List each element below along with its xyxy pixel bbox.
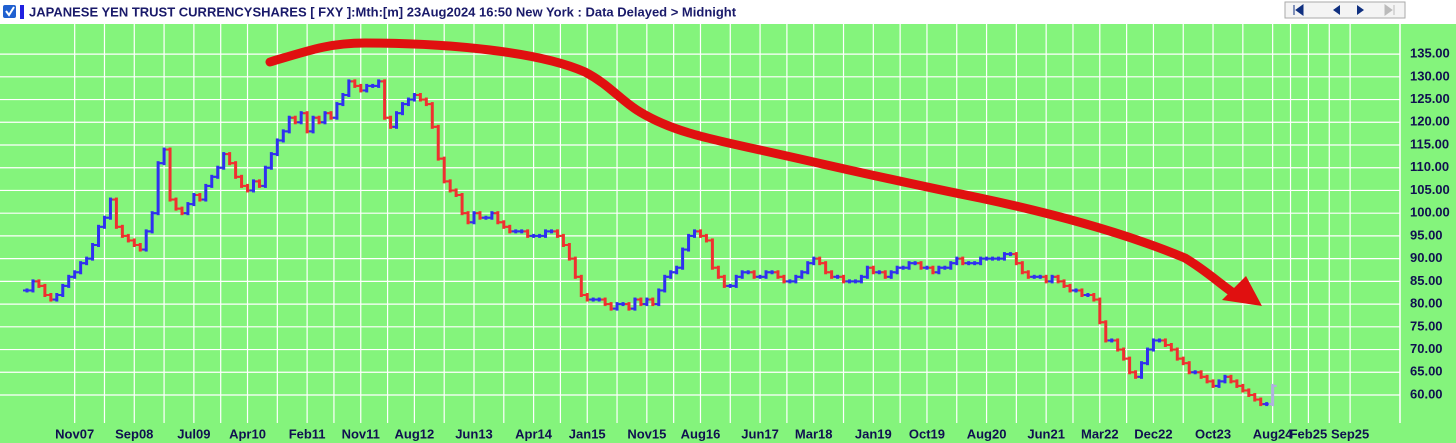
- price-bar: [1268, 383, 1277, 407]
- x-tick-label: Nov07: [55, 426, 94, 441]
- x-tick-label: Aug24: [1253, 426, 1294, 441]
- x-tick-label: Aug12: [395, 426, 435, 441]
- x-tick-label: Apr10: [229, 426, 266, 441]
- x-tick-label: Oct19: [909, 426, 945, 441]
- y-tick-label: 110.00: [1410, 159, 1449, 174]
- nav-buttons: [1284, 1, 1406, 19]
- y-tick-label: 85.00: [1410, 273, 1443, 288]
- title-bar: [0, 0, 1456, 24]
- x-tick-label: Jun21: [1027, 426, 1065, 441]
- x-tick-label: Sep08: [115, 426, 153, 441]
- x-tick-label: Oct23: [1195, 426, 1231, 441]
- y-tick-label: 130.00: [1410, 68, 1450, 83]
- grid: [0, 24, 1400, 423]
- y-tick-label: 135.00: [1410, 46, 1450, 61]
- x-tick-label: Jul09: [177, 426, 210, 441]
- x-tick-label: Mar18: [795, 426, 833, 441]
- y-tick-label: 125.00: [1410, 91, 1450, 106]
- y-tick-label: 70.00: [1410, 341, 1443, 356]
- y-tick-label: 120.00: [1410, 114, 1450, 129]
- y-tick-label: 65.00: [1410, 364, 1443, 379]
- series-swatch: [20, 5, 24, 19]
- x-tick-label: Apr14: [515, 426, 553, 441]
- chart-title: JAPANESE YEN TRUST CURRENCYSHARES [ FXY …: [29, 4, 737, 19]
- nav-prev[interactable]: [1333, 5, 1340, 15]
- y-tick-label: 105.00: [1410, 182, 1450, 197]
- bars: [23, 79, 1277, 407]
- y-tick-label: 90.00: [1410, 250, 1443, 265]
- x-tick-label: Dec22: [1134, 426, 1172, 441]
- y-tick-label: 95.00: [1410, 227, 1443, 242]
- y-tick-label: 115.00: [1410, 136, 1449, 151]
- nav-next[interactable]: [1357, 5, 1364, 15]
- x-tick-label: Mar22: [1081, 426, 1119, 441]
- check: [5, 6, 15, 17]
- nav-first[interactable]: [1293, 4, 1304, 16]
- x-tick-label: Jun13: [455, 426, 493, 441]
- x-tick-label: Nov15: [627, 426, 666, 441]
- x-tick-label: Jun17: [741, 426, 779, 441]
- nav-bar: [1284, 1, 1406, 19]
- y-tick-label: 60.00: [1410, 386, 1443, 401]
- x-tick-label: Aug20: [967, 426, 1007, 441]
- y-tick-label: 75.00: [1410, 318, 1443, 333]
- y-tick-label: 100.00: [1410, 205, 1450, 220]
- x-tick-label: Aug16: [681, 426, 721, 441]
- x-tick-label: Nov11: [342, 426, 380, 441]
- nav-last[interactable]: [1384, 4, 1395, 16]
- y-tick-label: 80.00: [1410, 296, 1443, 311]
- x-tick-label: Jan19: [855, 426, 892, 441]
- x-tick-label: Feb11: [289, 426, 326, 441]
- x-tick-label: Feb25: [1290, 426, 1328, 441]
- trend-arrow: [265, 38, 1237, 297]
- x-tick-label: Sep25: [1331, 426, 1369, 441]
- arrow-head: [1222, 276, 1262, 306]
- x-tick-label: Jan15: [569, 426, 606, 441]
